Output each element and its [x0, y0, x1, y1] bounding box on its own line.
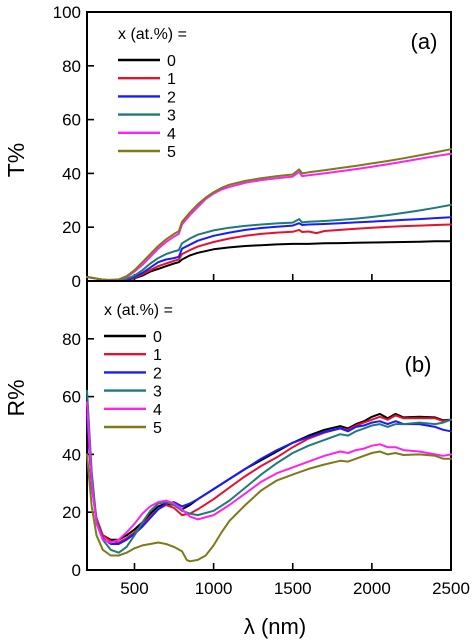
panel-a-y-tick-label: 60 — [62, 111, 81, 130]
panel-a-y-tick-label: 100 — [53, 3, 81, 22]
panel-b-y-tick-label: 60 — [62, 388, 81, 407]
panel-a-label: (a) — [411, 29, 438, 54]
panel-b-series-line-3 — [86, 389, 452, 554]
panel-b-y-tick-label: 80 — [62, 330, 81, 349]
panel-b-y-tick-label: 20 — [62, 503, 81, 522]
panel-b-series-line-1 — [86, 412, 452, 544]
panel-a-series-line-3 — [86, 203, 452, 282]
panel-a-legend-label-3: 3 — [167, 108, 176, 125]
x-axis-label: λ (nm) — [244, 614, 306, 639]
panel-a-legend-title: x (at.%) = — [118, 26, 187, 43]
panel-b-series-line-4 — [86, 401, 452, 544]
panel-b-x-tick-label: 1000 — [195, 579, 233, 598]
panel-a-y-tick-label: 0 — [72, 272, 81, 291]
panel-b-legend-label-2: 2 — [153, 365, 162, 382]
panel-b-label: (b) — [405, 352, 432, 377]
panel-a-y-tick-label: 40 — [62, 164, 81, 183]
panel-b-x-tick-label: 500 — [120, 579, 148, 598]
panel-a-y-tick-label: 20 — [62, 218, 81, 237]
panel-b-series-line-5 — [86, 450, 452, 563]
panel-a-legend-label-4: 4 — [167, 126, 176, 143]
panel-b-legend-label-5: 5 — [153, 420, 162, 437]
panel-a-series-line-5 — [86, 148, 452, 281]
panel-a-y-axis-label: T% — [3, 143, 29, 178]
panel-b-x-tick-label: 1500 — [274, 579, 312, 598]
panel-a-legend-label-2: 2 — [167, 89, 176, 106]
panel-b-series-line-2 — [86, 412, 452, 545]
panel-b-y-tick-label: 0 — [72, 561, 81, 580]
panel-b-legend-label-4: 4 — [153, 402, 162, 419]
panel-a-legend-label-5: 5 — [167, 144, 176, 161]
panel-a-legend-label-1: 1 — [167, 71, 176, 88]
panel-a-plot-frame — [86, 11, 452, 282]
panel-b-x-tick-label: 2000 — [353, 579, 391, 598]
panel-b-y-axis-label: R% — [3, 379, 29, 416]
panel-b-y-tick-label: 40 — [62, 445, 81, 464]
panel-b-legend-label-0: 0 — [153, 329, 162, 346]
panel-a-y-tick-label: 80 — [62, 57, 81, 76]
panel-b-legend-label-1: 1 — [153, 347, 162, 364]
panel-b-legend-title: x (at.%) = — [104, 302, 173, 319]
panel-b-legend-label-3: 3 — [153, 384, 162, 401]
panel-a-series-line-4 — [86, 152, 452, 281]
panel-b-x-tick-label: 2500 — [432, 579, 470, 598]
panel-a-legend-label-0: 0 — [167, 53, 176, 70]
